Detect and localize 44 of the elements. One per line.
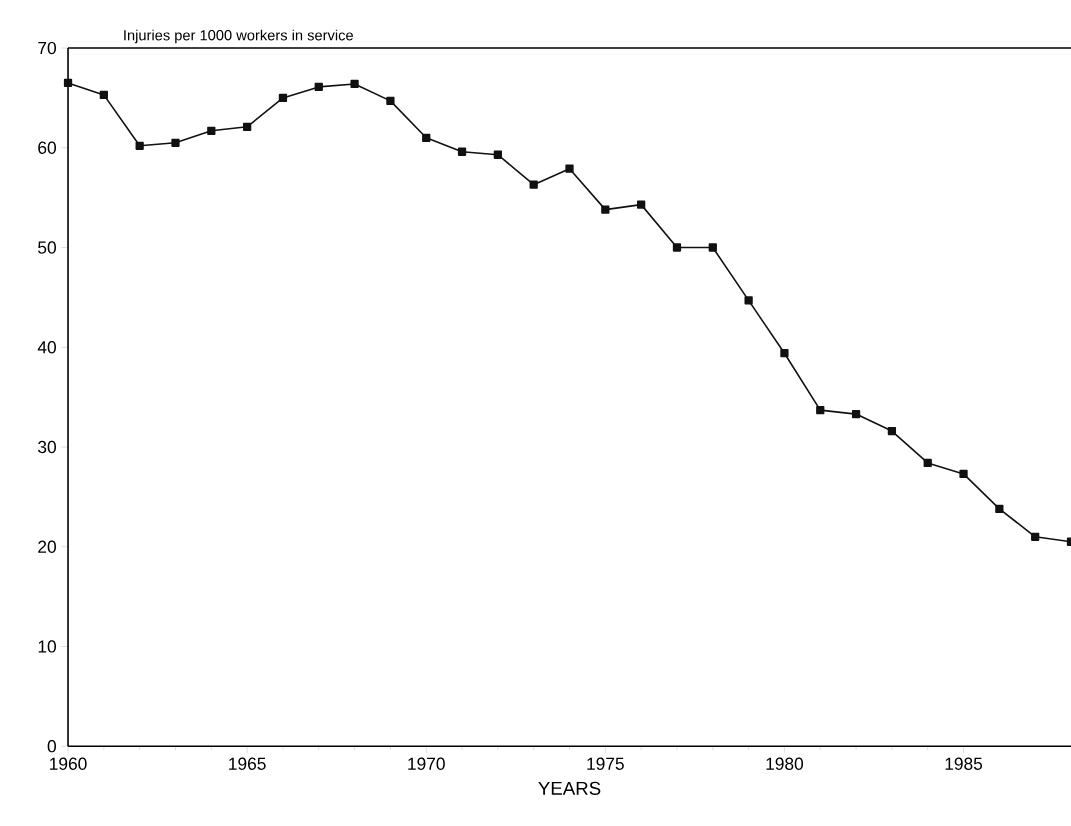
x-tick-label: 1980 bbox=[766, 757, 804, 770]
x-tick-label: 1985 bbox=[945, 757, 983, 770]
x-tick-label: 1960 bbox=[50, 757, 87, 770]
point bbox=[1031, 532, 1040, 541]
y-tick-label: 50 bbox=[38, 241, 56, 254]
point bbox=[959, 469, 968, 478]
point bbox=[887, 426, 897, 436]
y-tick-label: 10 bbox=[38, 640, 56, 653]
point bbox=[744, 296, 753, 305]
y-tick-label: 30 bbox=[38, 440, 56, 454]
point bbox=[63, 78, 73, 87]
point bbox=[923, 458, 932, 467]
y-tick-label: 70 bbox=[38, 41, 56, 55]
point bbox=[457, 147, 467, 156]
point bbox=[99, 90, 108, 99]
point bbox=[995, 504, 1004, 513]
point bbox=[422, 133, 431, 142]
point bbox=[386, 96, 395, 105]
x-axis-title: YEARS bbox=[538, 781, 601, 795]
y-tick-label: 20 bbox=[38, 540, 56, 553]
point bbox=[314, 82, 323, 91]
point bbox=[565, 164, 574, 173]
point bbox=[816, 405, 825, 415]
point bbox=[851, 409, 861, 419]
y-tick-label: 60 bbox=[38, 141, 56, 154]
point bbox=[207, 126, 216, 135]
point bbox=[493, 150, 503, 159]
point bbox=[278, 93, 288, 102]
point bbox=[637, 200, 646, 209]
point bbox=[529, 180, 538, 189]
point bbox=[672, 243, 682, 252]
x-tick-label: 1970 bbox=[408, 757, 445, 770]
point bbox=[171, 138, 180, 147]
x-tick-label: 1975 bbox=[587, 757, 624, 770]
point bbox=[350, 79, 359, 88]
point bbox=[601, 205, 610, 214]
point bbox=[135, 141, 144, 150]
x-tick-label: 1965 bbox=[229, 757, 266, 770]
point bbox=[708, 243, 717, 252]
y-axis-title: Injuries per 1000 workers in service bbox=[124, 29, 353, 44]
point bbox=[243, 122, 252, 131]
y-tick-label: 40 bbox=[37, 340, 56, 354]
y-tick-label: 0 bbox=[47, 739, 56, 753]
point bbox=[780, 348, 789, 358]
